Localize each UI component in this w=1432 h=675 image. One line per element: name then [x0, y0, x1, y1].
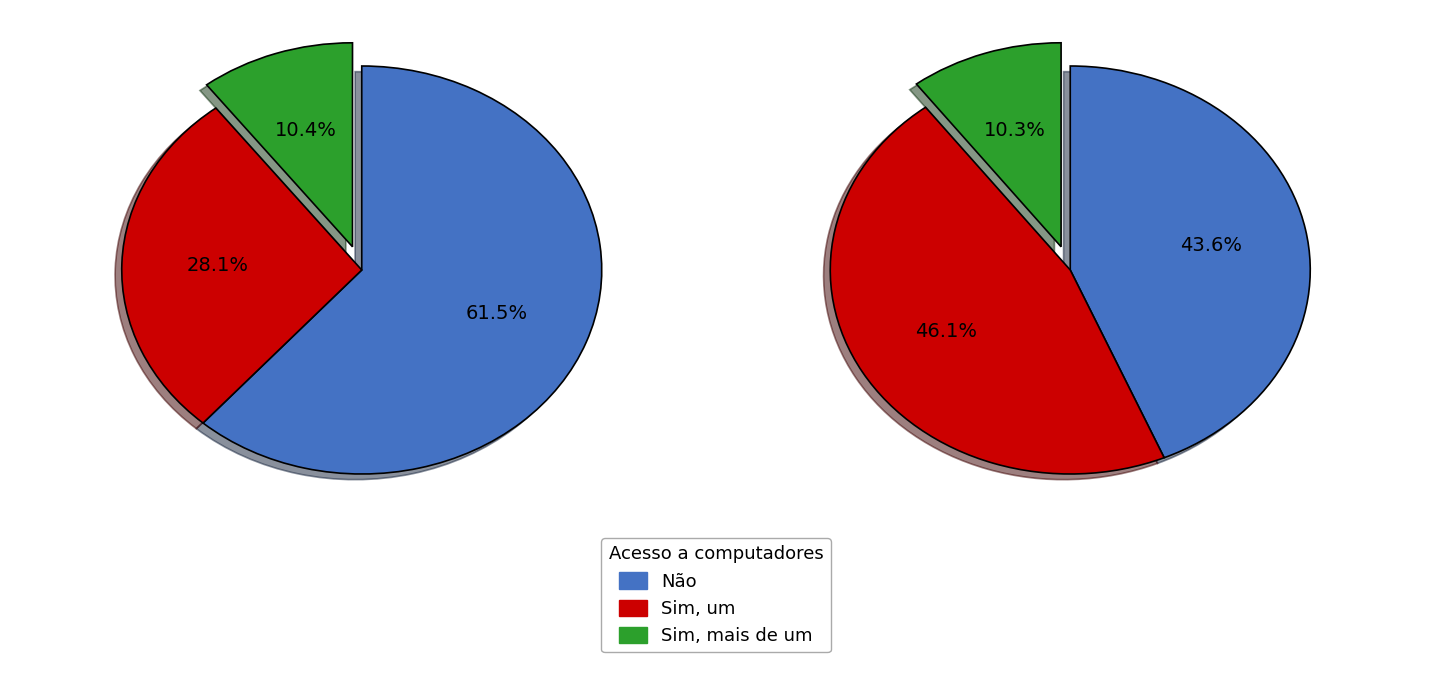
Legend: Não, Sim, um, Sim, mais de um: Não, Sim, um, Sim, mais de um	[601, 538, 831, 653]
Wedge shape	[1070, 66, 1310, 458]
Wedge shape	[203, 66, 601, 474]
Wedge shape	[206, 43, 352, 247]
Text: 10.3%: 10.3%	[984, 122, 1047, 140]
Wedge shape	[916, 43, 1061, 247]
Text: 61.5%: 61.5%	[465, 304, 527, 323]
Text: 43.6%: 43.6%	[1180, 236, 1243, 255]
Text: 46.1%: 46.1%	[915, 322, 977, 341]
Text: 28.1%: 28.1%	[186, 256, 249, 275]
Wedge shape	[831, 107, 1164, 474]
Text: 10.4%: 10.4%	[275, 122, 337, 140]
Wedge shape	[122, 108, 362, 423]
